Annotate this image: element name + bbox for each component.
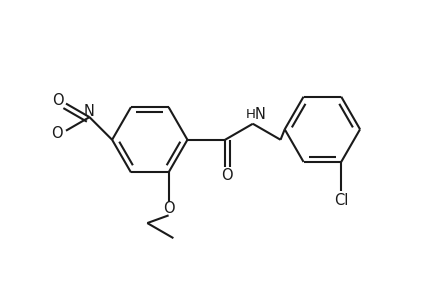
Text: Cl: Cl bbox=[334, 193, 348, 208]
Text: O: O bbox=[163, 201, 174, 216]
Text: O: O bbox=[52, 93, 64, 108]
Text: N: N bbox=[84, 104, 95, 119]
Text: O: O bbox=[221, 168, 233, 183]
Text: N: N bbox=[255, 107, 265, 122]
Text: O: O bbox=[51, 126, 62, 141]
Text: H: H bbox=[245, 108, 255, 121]
